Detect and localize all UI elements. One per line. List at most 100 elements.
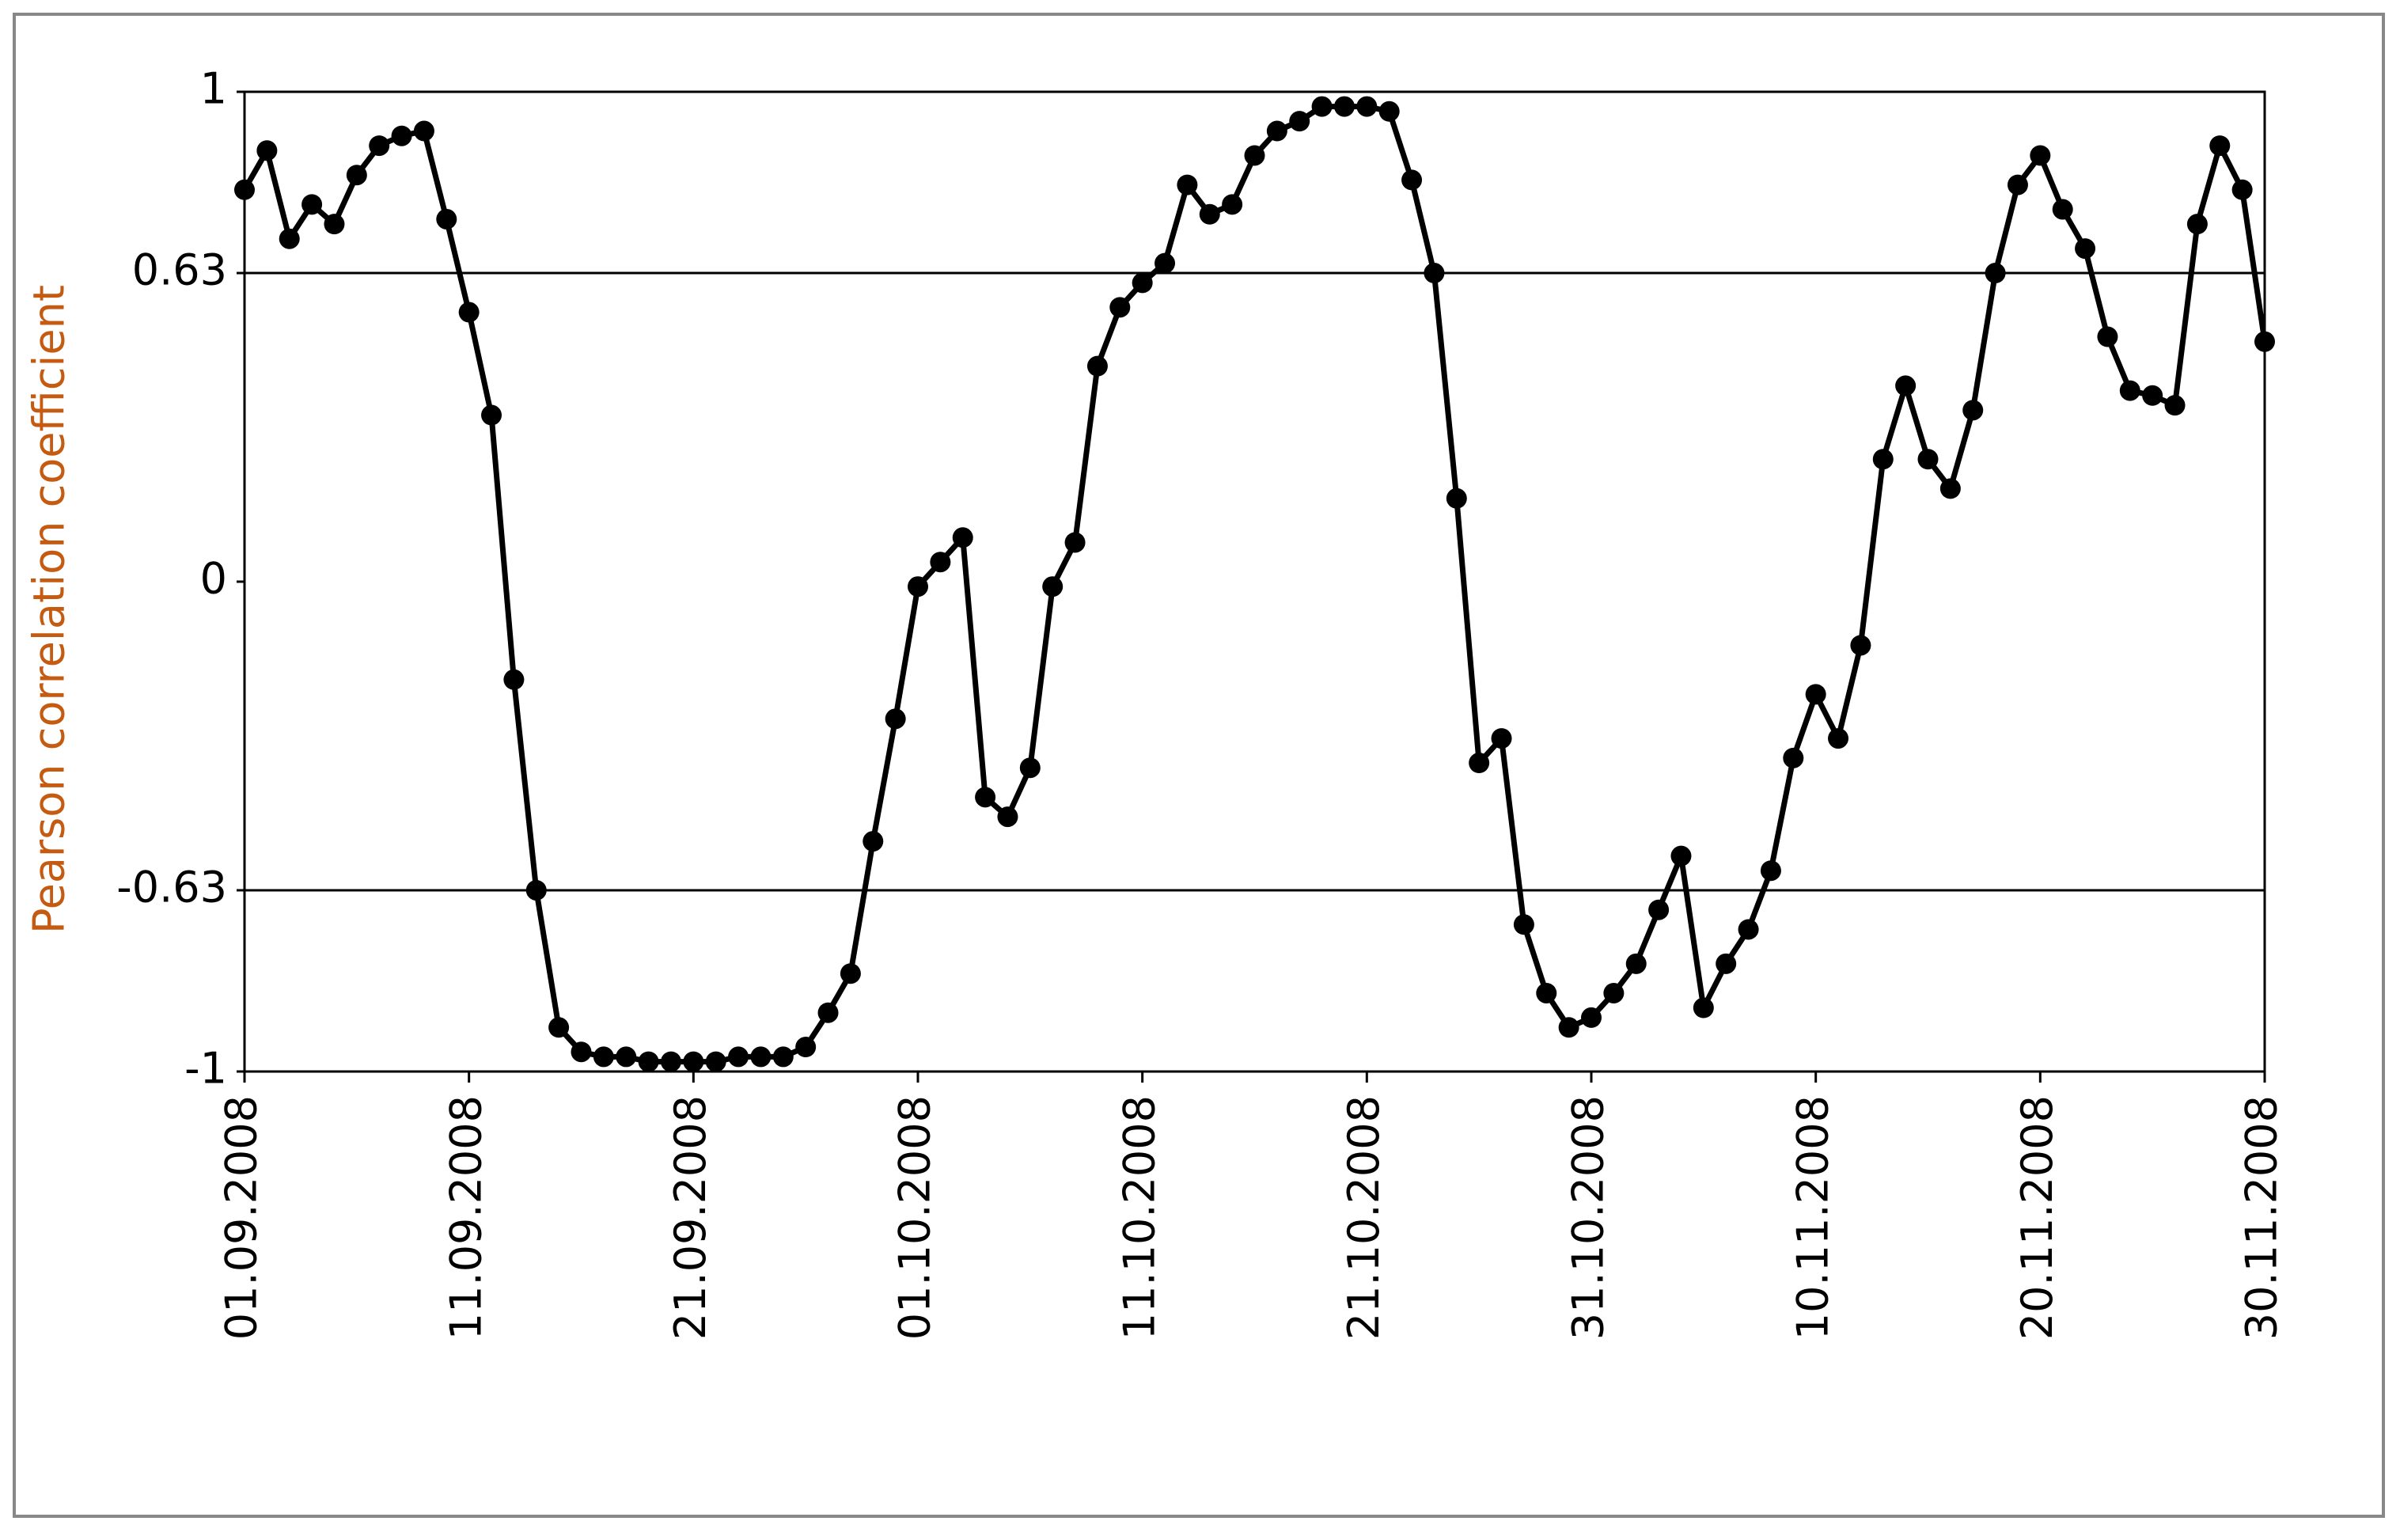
x-tick-label: 30.11.2008 [2237, 1095, 2287, 1340]
data-point [2209, 135, 2231, 157]
data-point [1333, 96, 1355, 117]
data-point [772, 1046, 794, 1068]
data-point [750, 1046, 772, 1068]
data-point [795, 1037, 817, 1058]
data-point [2142, 385, 2163, 406]
data-point [369, 135, 390, 157]
data-point [1042, 576, 1064, 597]
data-point [705, 1051, 726, 1072]
data-point [1581, 1007, 1602, 1028]
data-point [728, 1046, 749, 1068]
data-point [548, 1017, 570, 1038]
data-point [1716, 953, 1737, 974]
y-tick-label: 1 [200, 64, 227, 114]
data-point [908, 576, 928, 597]
data-point [1356, 96, 1378, 117]
data-point [1109, 297, 1131, 318]
data-point [593, 1046, 614, 1068]
data-point [1648, 899, 1670, 920]
data-point [1917, 449, 1939, 470]
data-point [952, 527, 973, 548]
y-tick-label: 0 [200, 554, 227, 604]
data-point [256, 140, 278, 161]
data-point [2052, 199, 2073, 220]
data-point [1670, 845, 1692, 867]
data-point [458, 302, 480, 323]
x-tick-label: 11.09.2008 [441, 1095, 491, 1340]
data-point [2097, 326, 2118, 347]
data-point [638, 1051, 659, 1072]
data-point [1446, 487, 1467, 509]
data-point [481, 404, 502, 426]
data-point [413, 120, 434, 142]
data-point [391, 125, 412, 146]
data-point [503, 669, 525, 690]
data-point [436, 208, 457, 229]
data-point [1962, 400, 1984, 421]
x-tick-label: 21.09.2008 [665, 1095, 715, 1340]
data-point [1469, 753, 1490, 774]
data-point [525, 879, 547, 901]
data-point [885, 708, 906, 730]
data-point [2164, 395, 2186, 416]
data-point [2030, 145, 2051, 166]
data-point [1872, 449, 1894, 470]
data-point [1222, 194, 1243, 215]
data-point [660, 1051, 681, 1072]
y-axis-title: Pearson correlation coefficient [25, 285, 74, 934]
data-point [1760, 860, 1781, 882]
data-point [1939, 478, 1961, 499]
data-point [1513, 914, 1534, 935]
data-point [1266, 120, 1287, 142]
data-point [1738, 919, 1759, 940]
data-point [863, 831, 884, 852]
data-point [1311, 96, 1333, 117]
data-point [2254, 331, 2275, 352]
x-tick-label: 01.10.2008 [890, 1095, 940, 1340]
data-point [1199, 203, 1220, 225]
chart-border [13, 13, 2385, 1518]
data-point [301, 194, 323, 215]
data-point [2119, 380, 2140, 401]
data-point [2075, 238, 2096, 260]
data-point [346, 165, 367, 186]
data-point [1783, 747, 1804, 768]
x-tick-label: 01.09.2008 [217, 1095, 267, 1340]
x-tick-label: 10.11.2008 [1788, 1095, 1837, 1340]
y-tick-label: -0.63 [116, 863, 227, 912]
data-point [2007, 174, 2028, 195]
data-point [1895, 375, 1917, 396]
data-point [997, 806, 1018, 828]
data-point [817, 1002, 839, 1023]
y-tick-label: 0.63 [132, 245, 227, 295]
data-point [571, 1041, 592, 1063]
data-point [1805, 684, 1826, 705]
x-tick-label: 31.10.2008 [1564, 1095, 1613, 1340]
data-point [1850, 635, 1871, 656]
data-point [1378, 101, 1400, 122]
data-point [930, 552, 951, 573]
data-point [1603, 982, 1625, 1003]
data-point [1177, 174, 1198, 195]
data-point [616, 1046, 637, 1068]
data-point [2186, 214, 2208, 235]
data-point [1132, 272, 1153, 294]
data-point [1064, 532, 1086, 553]
data-point [1985, 263, 2006, 284]
data-point [1155, 252, 1176, 274]
data-point [1693, 997, 1714, 1018]
data-point [840, 963, 861, 984]
data-point [1401, 169, 1423, 191]
data-point [1086, 355, 1108, 377]
data-point [1558, 1017, 1579, 1038]
data-point [2231, 179, 2253, 200]
data-point [279, 228, 300, 249]
data-point [1244, 145, 1265, 166]
x-tick-label: 20.11.2008 [2012, 1095, 2062, 1340]
x-tick-label: 21.10.2008 [1339, 1095, 1389, 1340]
data-point [1491, 728, 1512, 749]
data-point [1536, 982, 1557, 1003]
data-point [234, 179, 255, 200]
data-point [1625, 953, 1647, 974]
